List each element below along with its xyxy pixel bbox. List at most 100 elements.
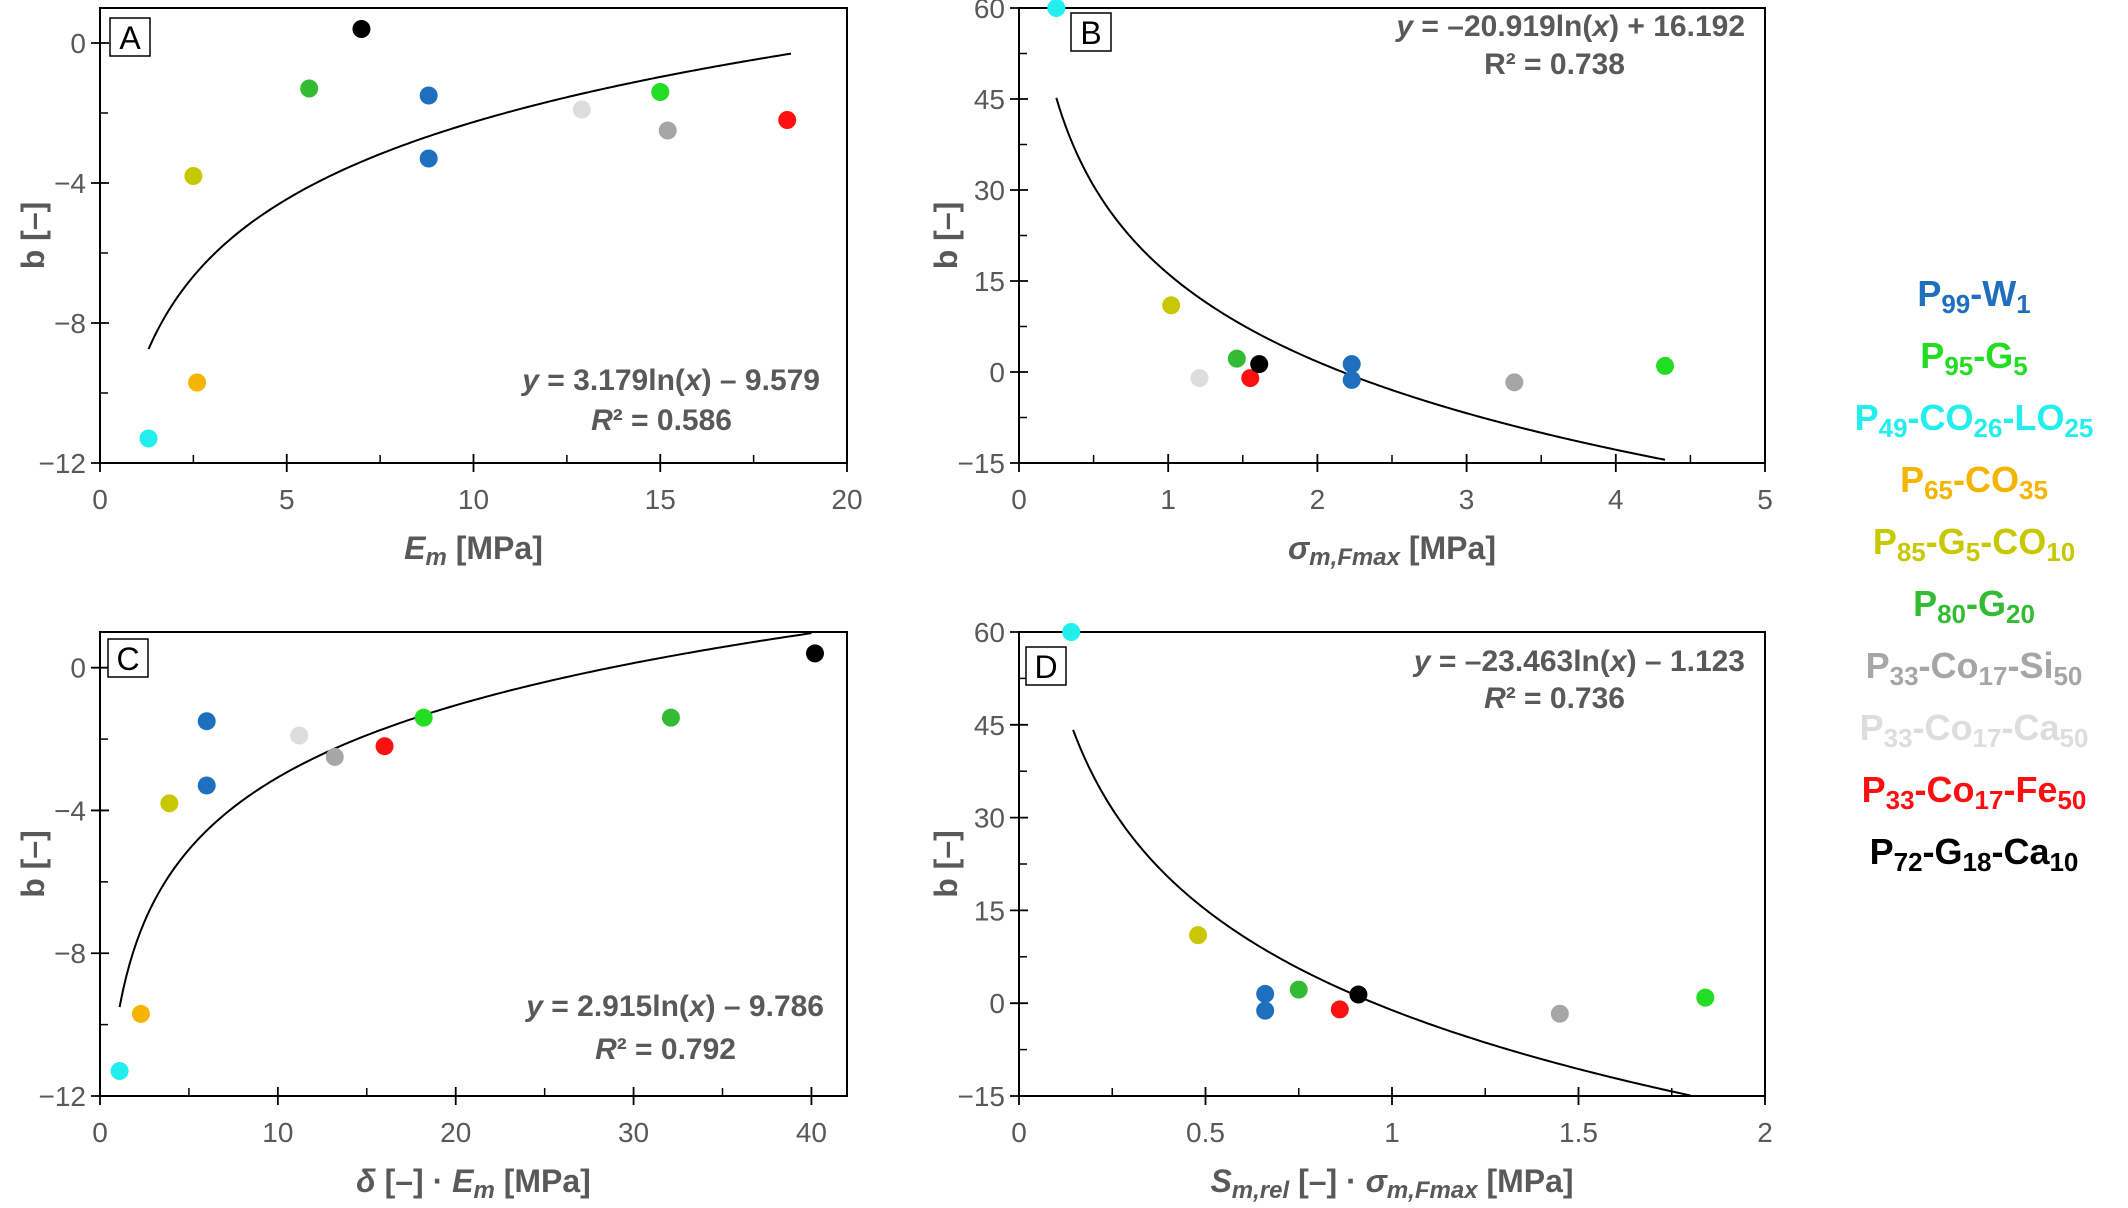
data-point-p72-g18-ca10 <box>352 20 371 38</box>
xlabel-unit: [MPa] <box>1400 530 1496 566</box>
data-point-p80-g20 <box>300 79 319 98</box>
y-axis-label: b [–] <box>15 830 51 898</box>
x-tick-label: 2 <box>1310 484 1326 515</box>
y-axis-label-text: b [–] <box>15 830 51 898</box>
eq-tail: ) – 9.579 <box>702 364 820 397</box>
x-axis-label: Sm,rel​ [–] · σm,Fmax​ [MPa] <box>1210 1163 1573 1204</box>
data-point-p33-co17-ca50 <box>290 726 309 745</box>
legend-text: P <box>1866 645 1890 686</box>
legend-subscript: 80 <box>1937 599 1966 629</box>
data-point-p99-w1 <box>419 149 438 168</box>
legend-text: -G <box>1926 521 1966 562</box>
y-tick-label: −8 <box>54 308 86 339</box>
eq-body: = 3.179ln( <box>539 364 685 397</box>
data-point-p85-g5-co10 <box>1162 296 1181 315</box>
eq-var: x <box>687 990 707 1023</box>
panel-letter-box <box>109 17 151 57</box>
trendline <box>118 632 812 1008</box>
y-axis-label-text: b [–] <box>928 830 964 898</box>
r2-label: R <box>1484 682 1506 715</box>
x-tick-label: 4 <box>1608 484 1624 515</box>
legend-text: P <box>1913 583 1937 624</box>
panel-letter-text: B <box>1080 15 1101 51</box>
y-tick-label: 60 <box>974 617 1005 648</box>
legend-item-p99-w1: P99-W1 <box>1917 273 2030 319</box>
x-tick-label: 3 <box>1459 484 1475 515</box>
data-point-p72-g18-ca10 <box>1250 355 1269 374</box>
legend-item-p33-co17-ca50: P33-Co17-Ca50 <box>1860 707 2089 753</box>
eq-body: = –23.463ln( <box>1431 645 1610 678</box>
y-tick-label: −8 <box>54 938 86 969</box>
legend-text: -G <box>1966 583 2006 624</box>
xlabel-subscript: m,Fmax <box>1309 544 1401 571</box>
y-tick-label: −12 <box>39 1081 87 1112</box>
legend-text: P <box>1862 769 1886 810</box>
legend-text: -W <box>1970 273 2016 314</box>
eq-body: = –20.919ln( <box>1413 10 1592 43</box>
x-tick-label: 20 <box>831 484 862 515</box>
data-point-p99-w1 <box>1342 355 1361 374</box>
data-point-p99-w1 <box>197 776 216 795</box>
y-axis-label-text: b [–] <box>928 202 964 270</box>
plot-frame <box>1018 631 1766 1097</box>
fit-equation: y = –23.463ln(x) – 1.123 <box>1412 645 1745 678</box>
eq-tail: ) – 1.123 <box>1627 645 1745 678</box>
panel-letter: B <box>1080 15 1101 51</box>
legend-text: P <box>1873 521 1897 562</box>
x-tick-label: 5 <box>1757 484 1773 515</box>
legend-text: -G <box>1923 831 1963 872</box>
xlabel-unit: [MPa] <box>495 1163 591 1199</box>
legend: P99-W1P95-G5P49-CO26-LO25P65-CO35P85-G5-… <box>1855 273 2094 877</box>
legend-subscript: 85 <box>1897 537 1926 567</box>
legend-subscript: 95 <box>1944 351 1973 381</box>
x-tick-label: 0 <box>92 484 108 515</box>
legend-subscript: 17 <box>1973 723 2002 753</box>
r2-label: R <box>595 1033 617 1066</box>
eq-var: x <box>1608 645 1628 678</box>
legend-subscript: 20 <box>2006 599 2035 629</box>
fit-equation: y = 2.915ln(x) – 9.786 <box>524 990 824 1023</box>
legend-item-p65-co35: P65-CO35 <box>1900 459 2048 505</box>
legend-text: -Co <box>1913 707 1973 748</box>
legend-item-p33-co17-si50: P33-Co17-Si50 <box>1866 645 2083 691</box>
data-point-p95-g5 <box>414 708 433 727</box>
legend-subscript: 33 <box>1890 661 1919 691</box>
r2-value: ² = 0.738 <box>1506 48 1625 81</box>
data-point-p72-g18-ca10 <box>1349 985 1368 1004</box>
plot-frame <box>99 631 848 1097</box>
data-point-p33-co17-fe50 <box>1330 1000 1349 1019</box>
x-tick-label: 40 <box>796 1117 827 1148</box>
data-point-p49-co26-lo25 <box>110 1062 129 1081</box>
trendline <box>1055 97 1666 461</box>
legend-text: -CO <box>1980 521 2046 562</box>
legend-item-p72-g18-ca10: P72-G18-Ca10 <box>1870 831 2079 877</box>
xlabel-symbol: σ <box>1288 530 1311 566</box>
y-tick-label: 60 <box>974 0 1005 24</box>
eq-tail: ) + 16.192 <box>1609 10 1745 43</box>
r2-label: R <box>591 404 613 437</box>
x-tick-label: 10 <box>262 1117 293 1148</box>
x-tick-label: 2 <box>1757 1117 1773 1148</box>
legend-item-p80-g20: P80-G20 <box>1913 583 2035 629</box>
legend-text: P <box>1860 707 1884 748</box>
panel-letter-text: D <box>1034 649 1057 685</box>
panel-letter: D <box>1034 649 1057 685</box>
x-tick-label: 1 <box>1384 1117 1400 1148</box>
legend-text: -Ca <box>1991 831 2050 872</box>
legend-subscript: 72 <box>1894 847 1923 877</box>
x-tick-label: 0 <box>1011 1117 1027 1148</box>
x-axis-label: Em​ [MPa] <box>404 530 543 571</box>
y-axis-label: b [–] <box>15 202 51 270</box>
xlabel-symbol: S <box>1210 1163 1232 1199</box>
xlabel-mid: [–] · <box>1289 1163 1365 1199</box>
x-tick-label: 10 <box>458 484 489 515</box>
r-squared: R² = 0.738 <box>1484 48 1625 81</box>
y-tick-label: 15 <box>974 895 1005 926</box>
y-tick-label: −12 <box>39 448 87 479</box>
xlabel-symbol: E <box>404 530 427 566</box>
eq-var: x <box>1590 10 1610 43</box>
y-tick-label: 0 <box>989 357 1005 388</box>
